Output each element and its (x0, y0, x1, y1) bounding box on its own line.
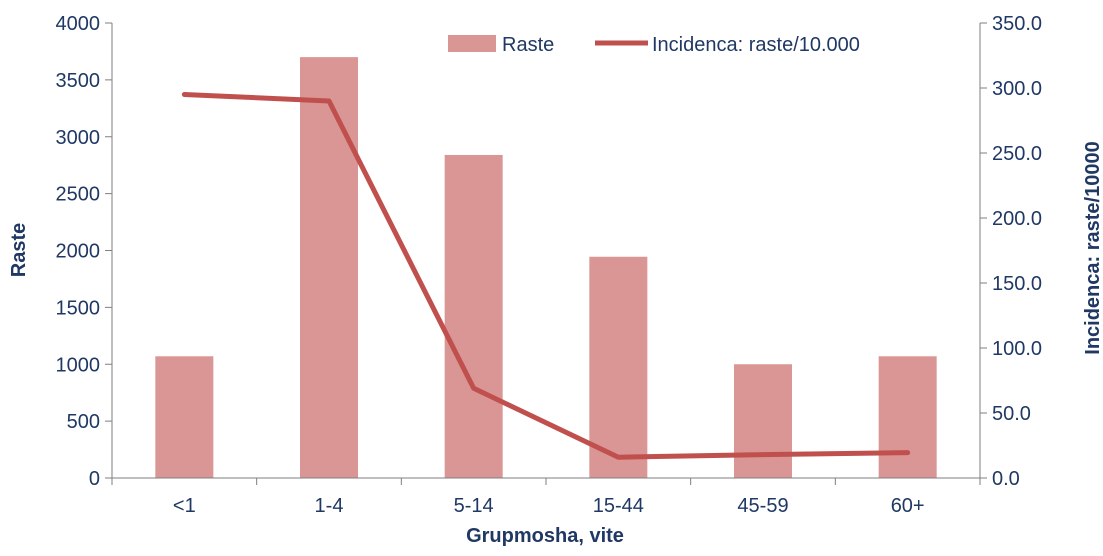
x-tick-label: <1 (173, 495, 196, 517)
x-tick-label: 15-44 (593, 495, 644, 517)
y-tick-label: 0 (89, 468, 100, 490)
y-tick-label: 2500 (56, 184, 101, 206)
y-axis-title: Raste (8, 223, 30, 277)
bar-60+ (879, 356, 937, 478)
y2-tick-label: 350.0 (992, 13, 1042, 35)
y2-tick-label: 150.0 (992, 273, 1042, 295)
y2-tick-label: 0.0 (992, 468, 1020, 490)
y-tick-label: 3000 (56, 127, 101, 149)
y-tick-label: 1000 (56, 354, 101, 376)
x-tick-label: 45-59 (737, 495, 788, 517)
y2-tick-label: 100.0 (992, 338, 1042, 360)
y2-tick-label: 250.0 (992, 143, 1042, 165)
legend-label-raste: Raste (502, 34, 554, 56)
y-tick-label: 2000 (56, 241, 101, 263)
y2-axis-title: Incidenca: raste/10000 (1082, 141, 1103, 354)
bar-1-4 (300, 57, 358, 478)
y-tick-label: 1500 (56, 297, 101, 319)
y2-tick-label: 200.0 (992, 208, 1042, 230)
bars-layer (155, 57, 936, 478)
line-layer (184, 94, 908, 457)
legend-label-incidenca: Incidenca: raste/10.000 (652, 34, 860, 56)
bar-5-14 (445, 155, 503, 478)
legend-swatch-raste (448, 35, 496, 52)
y2-tick-label: 50.0 (992, 403, 1031, 425)
y2-tick-label: 300.0 (992, 78, 1042, 100)
y-tick-label: 500 (67, 411, 100, 433)
legend: Raste Incidenca: raste/10.000 (448, 34, 860, 56)
bar-<1 (155, 356, 213, 478)
x-tick-label: 1-4 (315, 495, 344, 517)
x-axis-title: Grupmosha, vite (466, 525, 624, 547)
y-tick-label: 4000 (56, 13, 101, 35)
incidence-line (184, 95, 907, 458)
x-tick-label: 5-14 (454, 495, 494, 517)
x-tick-label: 60+ (891, 495, 925, 517)
bar-45-59 (734, 364, 792, 478)
y-tick-label: 3500 (56, 70, 101, 92)
